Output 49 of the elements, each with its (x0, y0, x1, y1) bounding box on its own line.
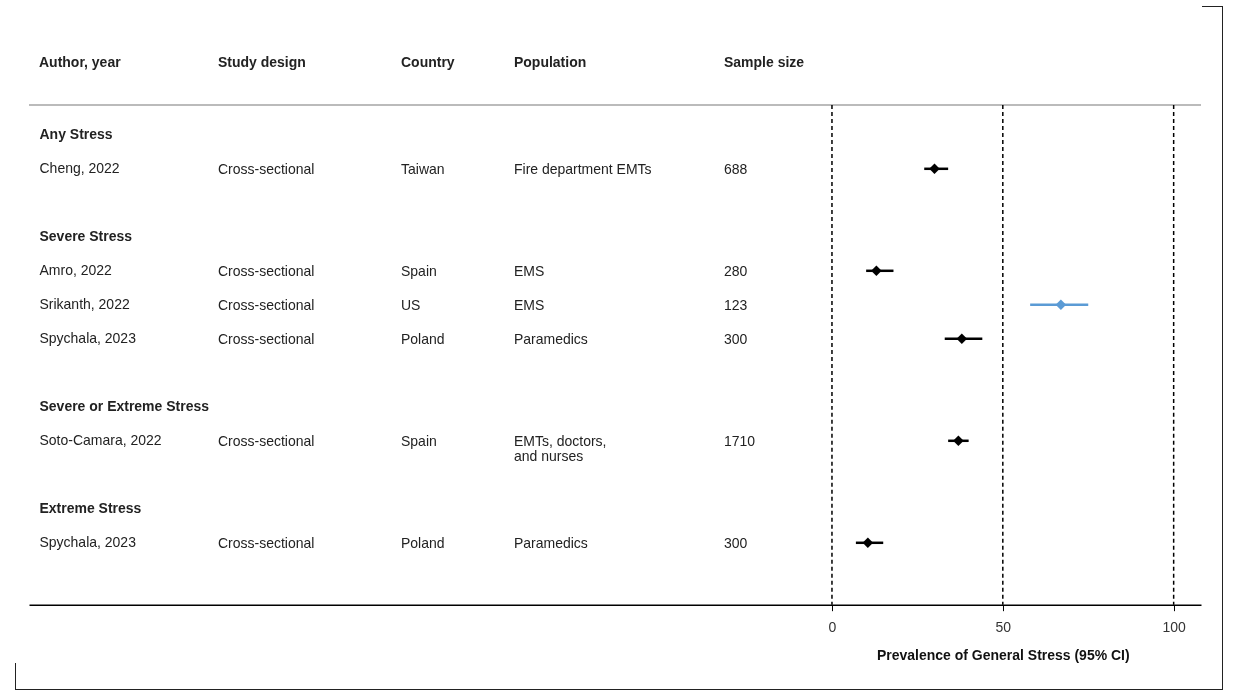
point (1055, 299, 1067, 311)
annotation: Paramedics (514, 534, 588, 551)
y-tick-label: Spychala, 2023 (39, 534, 137, 551)
y-tick-label: Spychala, 2023 (39, 330, 137, 347)
annotation: 280 (724, 262, 748, 279)
annotation: Cross-sectional (218, 330, 315, 347)
y-tick-label: Severe Stress (39, 228, 133, 245)
annotation: 300 (724, 534, 748, 551)
text: Country (401, 53, 455, 70)
y-tick-label: Cheng, 2022 (39, 160, 120, 177)
annotation: Poland (401, 534, 445, 551)
annotation: Cross-sectional (218, 262, 315, 279)
text: Author, year (39, 53, 122, 70)
y-tick-label: Srikanth, 2022 (39, 296, 130, 313)
point (862, 537, 874, 549)
y-tick-label: Any Stress (39, 126, 113, 143)
annotation: 300 (724, 330, 748, 347)
text: Study design (218, 53, 306, 70)
annotation: Cross-sectional (218, 432, 315, 449)
y-tick-label: Severe or Extreme Stress (39, 398, 210, 415)
annotation: Fire department EMTs (514, 160, 652, 177)
annotation: EMS (514, 296, 545, 313)
x-tick-label: 100 (1162, 619, 1187, 636)
x-tick-label: 0 (828, 619, 837, 636)
annotation: Spain (401, 432, 437, 449)
annotation: EMS (514, 262, 545, 279)
annotation: US (401, 296, 421, 313)
annotation: 1710 (724, 432, 756, 449)
annotation: Cross-sectional (218, 160, 315, 177)
annotation: 123 (724, 296, 748, 313)
point (953, 435, 964, 447)
annotation: EMTs, doctors, and nurses (514, 432, 607, 464)
annotation: Paramedics (514, 330, 588, 347)
annotation: Taiwan (401, 160, 445, 177)
annotation: Poland (401, 330, 445, 347)
x-tick-label: 50 (995, 619, 1012, 636)
point (956, 333, 968, 345)
y-tick-label: Amro, 2022 (39, 262, 113, 279)
y-tick-label: Extreme Stress (39, 500, 142, 517)
x-axis-title: Prevalence of General Stress (95% CI) (877, 647, 1130, 664)
annotation: Cross-sectional (218, 534, 315, 551)
text: Population (514, 53, 587, 70)
text: Sample size (724, 53, 805, 70)
annotation: Spain (401, 262, 437, 279)
y-tick-label: Soto-Camara, 2022 (39, 432, 162, 449)
point (871, 265, 882, 277)
annotation: 688 (724, 160, 748, 177)
point (929, 163, 940, 175)
annotation: Cross-sectional (218, 296, 315, 313)
